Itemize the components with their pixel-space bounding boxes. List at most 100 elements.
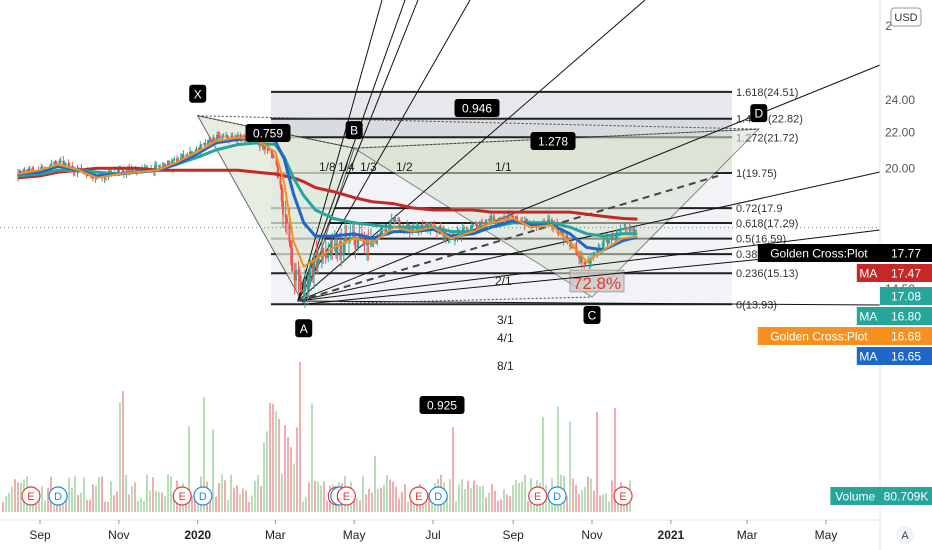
candle-body <box>213 137 216 141</box>
volume-bar <box>17 482 19 512</box>
pattern-ratio-0.759: 0.759 <box>253 127 283 141</box>
candle-body <box>425 223 428 228</box>
candle-body <box>208 139 211 141</box>
candle-body <box>338 241 341 244</box>
volume-bar <box>488 492 490 512</box>
candle-body <box>261 143 264 147</box>
candle-body <box>53 161 56 164</box>
fib-level-label: 0.5(16.59) <box>736 234 786 246</box>
event-marker <box>409 486 429 506</box>
candle-body <box>231 136 234 138</box>
pattern-ratio-0.759-bg <box>245 124 291 142</box>
volume-bar <box>602 494 604 512</box>
candle-body <box>275 156 278 165</box>
volume-bar <box>8 492 10 512</box>
x-tick-label: Sep <box>29 528 51 542</box>
candle-body <box>270 150 273 154</box>
volume-bar <box>476 484 478 512</box>
candle-body <box>596 250 599 254</box>
event-letter: D <box>553 491 561 503</box>
volume-bar <box>557 406 559 512</box>
volume-bar <box>311 403 313 512</box>
x-tick-label: Mar <box>737 528 758 542</box>
candle-body <box>629 228 632 231</box>
volume-bar <box>452 427 454 512</box>
candle-body <box>589 258 592 264</box>
candle-body <box>390 218 393 221</box>
volume-bar <box>515 480 517 512</box>
volume-bar <box>491 483 493 512</box>
candle-body <box>300 281 303 293</box>
volume-bar <box>74 475 76 512</box>
volume-tag: Volume <box>835 490 875 504</box>
volume-bar <box>278 419 280 512</box>
volume-bar <box>512 484 514 512</box>
volume-bar <box>83 477 85 512</box>
volume-value-bg <box>880 487 932 505</box>
volume-bar <box>449 479 451 512</box>
golden-cross-value: 17.77 <box>891 247 921 261</box>
volume-bar <box>194 495 196 512</box>
event-letter: D <box>434 491 442 503</box>
candle-body <box>293 271 296 281</box>
candle-body <box>363 240 366 246</box>
volume-bar <box>236 485 238 512</box>
volume-bar <box>242 488 244 512</box>
volume-bar <box>446 497 448 512</box>
candle-body <box>173 158 176 160</box>
auto-scale-label: A <box>901 530 909 542</box>
candle-body <box>276 164 279 178</box>
volume-bar <box>572 478 574 512</box>
y-tick-label: 22.00 <box>885 125 915 139</box>
y-tick-label: 24.00 <box>885 93 915 107</box>
candle-body <box>342 242 345 256</box>
candle-body <box>340 241 343 256</box>
volume-bar <box>20 482 22 512</box>
moving-averages <box>0 136 880 268</box>
event-letter: E <box>619 491 626 503</box>
volume-bar <box>263 442 265 512</box>
candle-body <box>170 161 173 166</box>
candle-body <box>218 135 221 139</box>
y-tick-label: 20.00 <box>885 161 915 175</box>
volume-bar <box>269 402 271 512</box>
candle-body <box>619 230 622 233</box>
last-price-value-bg <box>880 287 932 305</box>
golden-cross-orange-value: 16.68 <box>891 330 921 344</box>
volume-bar <box>473 480 475 512</box>
candle-body <box>497 218 500 221</box>
volume-bar <box>614 407 616 512</box>
volume-bar <box>569 421 571 512</box>
candle-body <box>623 227 626 229</box>
candle-body <box>161 165 164 168</box>
volume-bar <box>455 501 457 512</box>
volume-bar <box>95 485 97 512</box>
candle-body <box>331 243 334 245</box>
candle-body <box>203 143 206 145</box>
candle-body <box>313 255 316 274</box>
candle-body <box>176 158 179 162</box>
volume-bar <box>380 487 382 512</box>
candle-body <box>354 234 357 250</box>
candle-body <box>394 220 397 223</box>
candle-body <box>204 143 207 145</box>
volume-bar <box>587 476 589 512</box>
volume-bar <box>509 496 511 512</box>
candle-body <box>309 266 312 281</box>
candle-body <box>159 166 162 168</box>
fib-level-label: 0.236(15.13) <box>736 268 798 280</box>
x-tick-label: Nov <box>108 528 129 542</box>
candle-body <box>279 177 282 185</box>
volume-bar <box>170 476 172 512</box>
volume-bar <box>479 486 481 512</box>
candle-body <box>288 223 291 243</box>
volume-bar <box>212 429 214 512</box>
event-letter: E <box>27 491 34 503</box>
fib-level-label: 1.618(24.51) <box>736 87 798 99</box>
candle-body <box>381 229 384 232</box>
gann-fan-label: 4/1 <box>497 331 514 345</box>
candle-body <box>280 184 283 202</box>
volume-bar <box>143 500 145 512</box>
gann-fan[interactable]: 1/8 1/4 1/3 1/2 1/1 2/1 3/1 4/1 8/1 <box>297 0 881 373</box>
